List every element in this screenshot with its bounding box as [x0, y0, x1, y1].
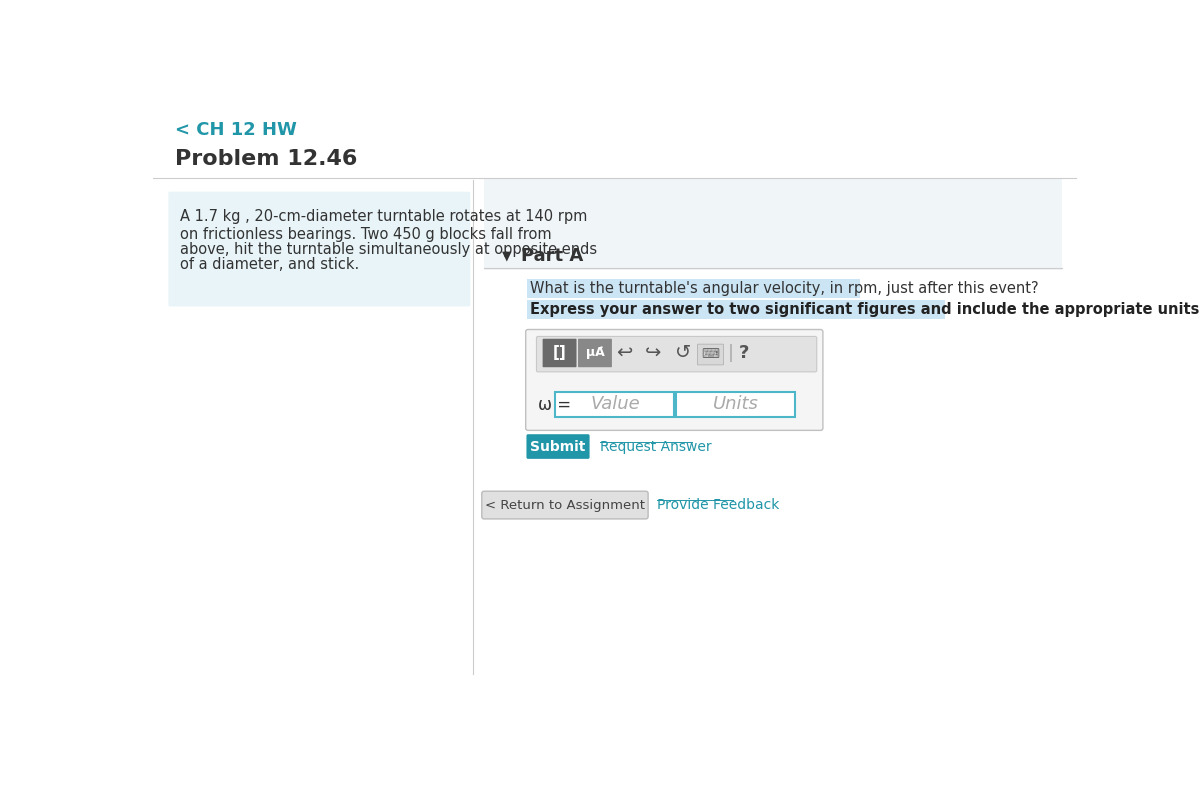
FancyBboxPatch shape [527, 301, 944, 318]
Text: Problem 12.46: Problem 12.46 [174, 149, 356, 169]
Text: ?: ? [739, 343, 750, 362]
Text: ↪: ↪ [646, 343, 661, 362]
Text: Part A: Part A [521, 247, 583, 265]
Text: above, hit the turntable simultaneously at opposite ends: above, hit the turntable simultaneously … [180, 242, 598, 257]
FancyBboxPatch shape [526, 330, 823, 431]
Text: ω =: ω = [538, 396, 571, 414]
FancyBboxPatch shape [527, 280, 860, 298]
FancyBboxPatch shape [168, 191, 470, 306]
Text: ⌨: ⌨ [702, 347, 720, 360]
Text: Units: Units [713, 395, 758, 413]
FancyBboxPatch shape [578, 339, 612, 367]
FancyBboxPatch shape [554, 392, 674, 416]
FancyBboxPatch shape [481, 491, 648, 519]
Text: []: [] [553, 345, 566, 360]
Text: Request Answer: Request Answer [600, 440, 712, 453]
Text: ▼: ▼ [502, 250, 511, 263]
FancyBboxPatch shape [697, 344, 724, 365]
Text: Submit: Submit [530, 440, 586, 453]
FancyBboxPatch shape [676, 392, 796, 416]
Text: ↺: ↺ [674, 343, 691, 362]
Text: |: | [727, 343, 733, 362]
FancyBboxPatch shape [484, 179, 1062, 270]
Text: ↩: ↩ [616, 343, 632, 362]
Text: A 1.7 kg , 20-cm-diameter turntable rotates at 140 rpm: A 1.7 kg , 20-cm-diameter turntable rota… [180, 208, 587, 224]
Text: Express your answer to two significant figures and include the appropriate units: Express your answer to two significant f… [530, 302, 1200, 317]
FancyBboxPatch shape [527, 434, 589, 459]
Text: of a diameter, and stick.: of a diameter, and stick. [180, 257, 359, 272]
Text: < CH 12 HW: < CH 12 HW [174, 121, 296, 139]
Text: μȦ: μȦ [586, 346, 605, 359]
Text: What is the turntable's angular velocity, in rpm, just after this event?: What is the turntable's angular velocity… [530, 281, 1039, 297]
Text: < Return to Assignment: < Return to Assignment [485, 499, 644, 511]
Text: Provide Feedback: Provide Feedback [658, 498, 780, 512]
Text: Value: Value [590, 395, 640, 413]
FancyBboxPatch shape [542, 339, 576, 367]
Text: on frictionless bearings. Two 450 g blocks fall from: on frictionless bearings. Two 450 g bloc… [180, 226, 552, 242]
FancyBboxPatch shape [536, 336, 817, 372]
